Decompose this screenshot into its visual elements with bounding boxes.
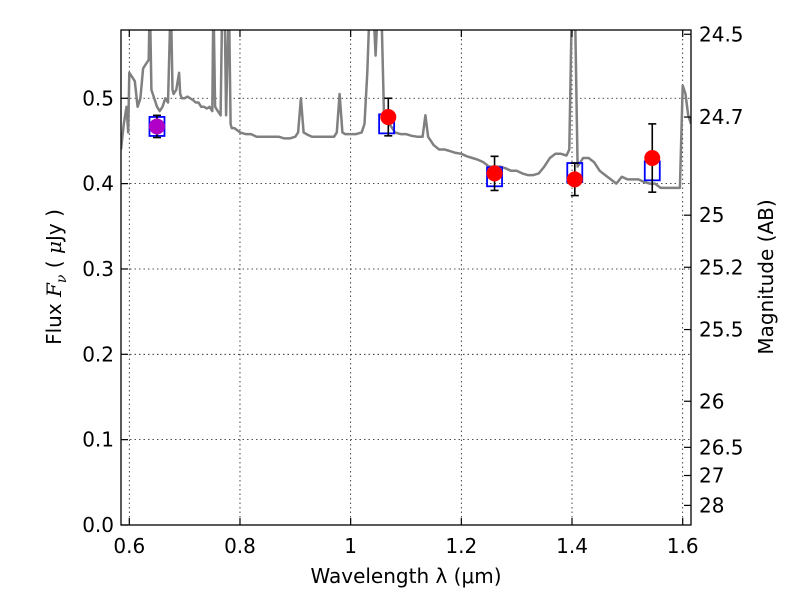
y-tick-label: 0.3 — [82, 257, 114, 281]
x-axis-label: Wavelength λ (μm) — [310, 564, 501, 588]
y-right-tick-label: 27 — [699, 464, 724, 488]
y-right-tick-label: 28 — [699, 493, 724, 517]
y-tick-label: 0.4 — [82, 172, 114, 196]
y-right-tick-label: 25.2 — [699, 255, 744, 279]
data-marks — [148, 97, 661, 197]
grid — [121, 30, 691, 526]
x-tick-label: 1 — [344, 534, 357, 558]
y-tick-label: 0.1 — [82, 428, 114, 452]
y-tick-label: 0.2 — [82, 342, 114, 366]
observed-flux-point — [148, 118, 165, 135]
axis-ticks: 0.6 0.8 1 1.2 1.4 1.6 0.0 0.1 0.2 0.3 0.4 0.5 24.5 24… — [82, 22, 743, 558]
y-tick-label: 0.0 — [82, 513, 114, 537]
x-tick-label: 1.6 — [667, 534, 699, 558]
x-tick-label: 1.4 — [556, 534, 588, 558]
y-right-tick-label: 26.5 — [699, 435, 744, 459]
y-right-tick-label: 25.5 — [699, 318, 744, 342]
y-right-tick-label: 26 — [699, 389, 724, 413]
y-right-tick-label: 25 — [699, 203, 724, 227]
observed-flux-point — [566, 171, 583, 188]
y-right-axis-label: Magnitude (AB) — [754, 199, 778, 354]
x-tick-label: 1.2 — [445, 534, 477, 558]
observed-flux-point — [486, 165, 503, 182]
observed-flux-point — [644, 150, 661, 167]
plot-frame — [120, 29, 692, 526]
observed-flux-point — [380, 109, 397, 126]
x-tick-label: 0.8 — [224, 534, 256, 558]
y-tick-label: 0.5 — [82, 86, 114, 110]
x-tick-label: 0.6 — [113, 534, 145, 558]
model-spectrum-line — [121, 30, 691, 190]
y-axis-label: Flux Fν ( μJy ) — [42, 209, 70, 345]
plot-area — [121, 30, 691, 190]
y-right-tick-label: 24.5 — [699, 22, 744, 46]
y-right-tick-label: 24.7 — [699, 105, 744, 129]
